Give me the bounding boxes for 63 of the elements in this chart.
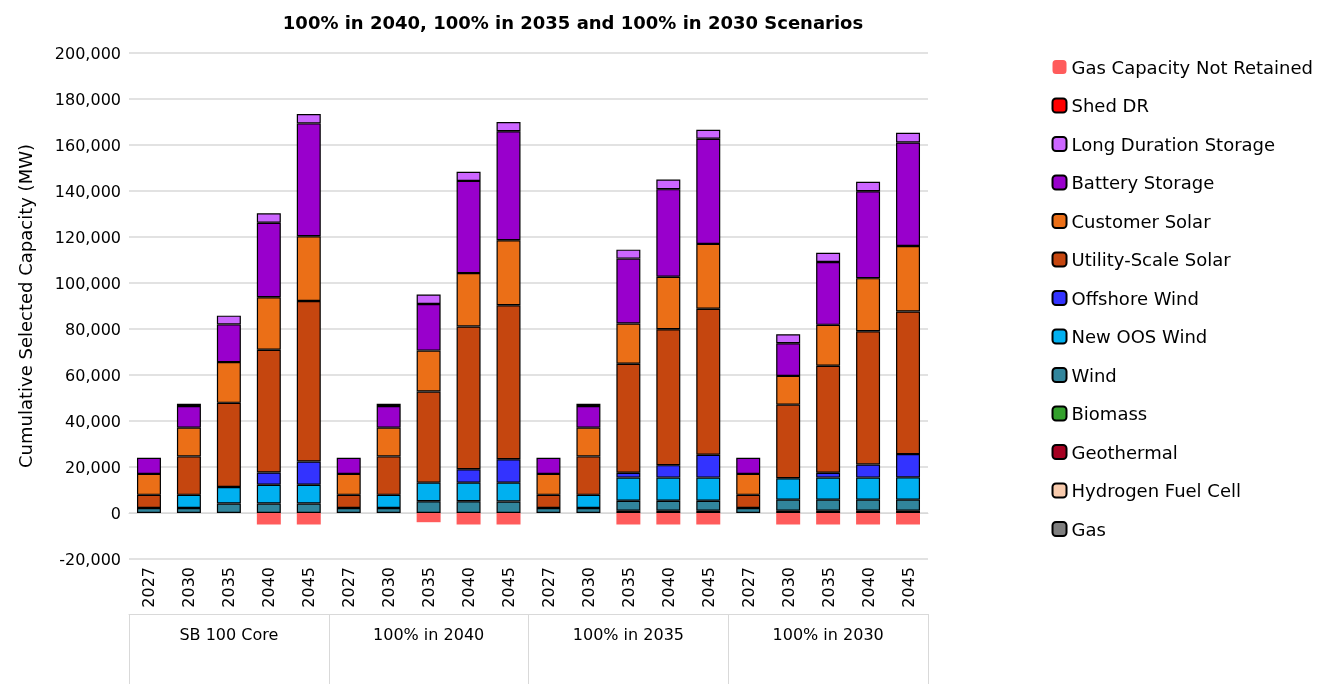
bar [616,513,641,525]
x-tick-label: 2027 [139,567,159,608]
x-tick-label: 2040 [658,567,678,608]
legend-label: Utility-Scale Solar [1071,249,1232,270]
bar [456,513,481,525]
y-tick-label: 200,000 [54,43,121,63]
x-tick-label: 2027 [738,567,758,608]
text: SB 100 Core [179,624,279,644]
legend-label: Wind [1071,364,1117,386]
x-tick-label: 2035 [219,567,239,608]
bar [856,513,881,525]
y-tick-label: 160,000 [54,135,121,155]
legend-label: Shed DR [1071,95,1149,116]
legend-label: Battery Storage [1071,172,1215,193]
bar [416,513,441,523]
text: 100% in 2040 [373,624,485,644]
x-tick-label: 2035 [618,567,638,608]
y-tick-label: 0 [110,503,121,523]
y-tick-label: 100,000 [54,273,121,293]
legend-label: Gas Capacity Not Retained [1071,56,1314,78]
y-tick-label: -20,000 [59,549,121,569]
x-tick-label: 2040 [459,567,479,608]
bar [256,513,281,525]
y-tick-label: 40,000 [65,411,121,431]
bar [896,513,921,525]
legend-label: Offshore Wind [1071,287,1199,309]
x-tick-label: 2035 [419,567,439,608]
x-tick-label: 2045 [299,567,319,608]
bar [816,513,841,525]
text: 100% in 2035 [572,624,684,644]
bar [496,513,521,525]
legend-label: Long Duration Storage [1071,133,1276,155]
x-tick-label: 2045 [698,567,718,608]
x-tick-label: 2045 [499,567,519,608]
y-tick-label: 120,000 [54,227,121,247]
x-tick-label: 2045 [898,567,918,608]
bar [656,513,681,525]
x-tick-label: 2027 [538,567,558,608]
x-tick-label: 2030 [778,567,798,608]
text: 100% in 2030 [772,624,884,644]
legend-label: Hydrogen Fuel Cell [1071,480,1241,501]
x-tick-label: 2035 [818,567,838,608]
y-tick-label: 140,000 [54,181,121,201]
x-tick-label: 2027 [339,567,359,608]
x-tick-label: 2040 [259,567,279,608]
bar [776,513,801,525]
legend-label: New OOS Wind [1071,326,1208,347]
bar [696,513,721,525]
legend-label: Biomass [1071,403,1148,424]
y-tick-label: 180,000 [54,89,121,109]
legend-label: Gas [1071,518,1106,540]
x-tick-label: 2030 [379,567,399,608]
legend-label: Customer Solar [1071,210,1212,232]
y-tick-label: 20,000 [65,457,121,477]
x-tick-label: 2030 [179,567,199,608]
y-tick-label: 60,000 [65,365,121,385]
x-tick-label: 2040 [858,567,878,608]
bar [296,513,321,525]
y-axis-title: Cumulative Selected Capacity (MW) [14,144,36,468]
chart-title: 100% in 2040, 100% in 2035 and 100% in 2030 Scenarios [282,11,864,33]
legend-label: Geothermal [1071,441,1178,463]
y-tick-label: 80,000 [65,319,121,339]
x-tick-label: 2030 [578,567,598,608]
